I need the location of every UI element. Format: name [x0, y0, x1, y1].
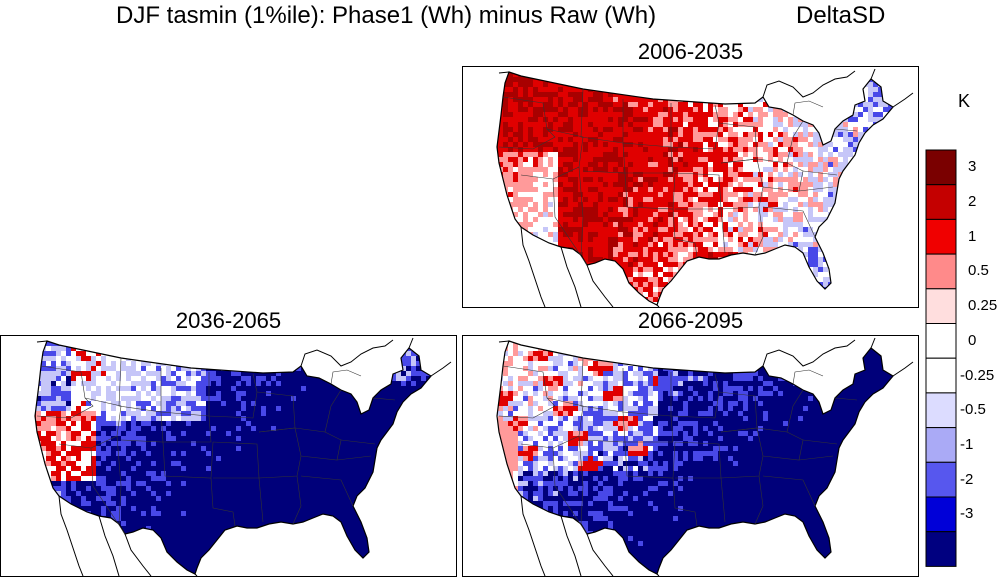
legend-box — [925, 461, 957, 498]
us-map-2006-2035 — [496, 68, 914, 307]
panel-title: 2066-2095 — [637, 308, 744, 333]
legend-label: 0 — [968, 331, 977, 349]
legend-box — [925, 357, 957, 394]
map-frame — [462, 66, 919, 308]
map-panel-2006-2035: 2006-2035 — [462, 39, 919, 308]
figure-method-label: DeltaSD — [796, 2, 886, 29]
legend-label: 1 — [968, 227, 977, 245]
legend-box — [925, 288, 957, 325]
legend-box — [925, 496, 957, 533]
legend-label: -2 — [960, 470, 974, 488]
panel-title: 2006-2035 — [637, 39, 744, 64]
legend-box — [925, 392, 957, 429]
map-frame — [462, 335, 919, 577]
us-map-2066-2095 — [496, 337, 914, 576]
legend-label: 0.25 — [968, 297, 998, 315]
legend-label: 3 — [968, 158, 977, 176]
legend-box — [925, 149, 957, 186]
legend-label: 0.5 — [968, 262, 989, 280]
color-legend — [925, 149, 957, 567]
legend-box — [925, 427, 957, 463]
figure-title: DJF tasmin (1%ile): Phase1 (Wh) minus Ra… — [0, 2, 1005, 32]
legend-box — [925, 184, 957, 220]
legend-label: -0.25 — [960, 366, 995, 384]
figure-main-title: DJF tasmin (1%ile): Phase1 (Wh) minus Ra… — [116, 2, 657, 29]
legend-box — [925, 218, 957, 255]
legend-box — [925, 323, 957, 359]
legend-box — [925, 531, 957, 567]
map-frame — [0, 335, 457, 577]
legend-label: -1 — [960, 435, 974, 453]
legend-unit: K — [958, 91, 971, 111]
map-panel-2066-2095: 2066-2095 — [462, 308, 919, 577]
map-panel-2036-2065: 2036-2065 — [0, 308, 457, 577]
legend-label: -0.5 — [960, 401, 986, 419]
legend-label: 2 — [968, 193, 977, 211]
legend-box — [925, 253, 957, 290]
panel-title: 2036-2065 — [175, 308, 282, 333]
legend-label: -3 — [960, 505, 974, 523]
us-map-2036-2065 — [34, 337, 452, 576]
